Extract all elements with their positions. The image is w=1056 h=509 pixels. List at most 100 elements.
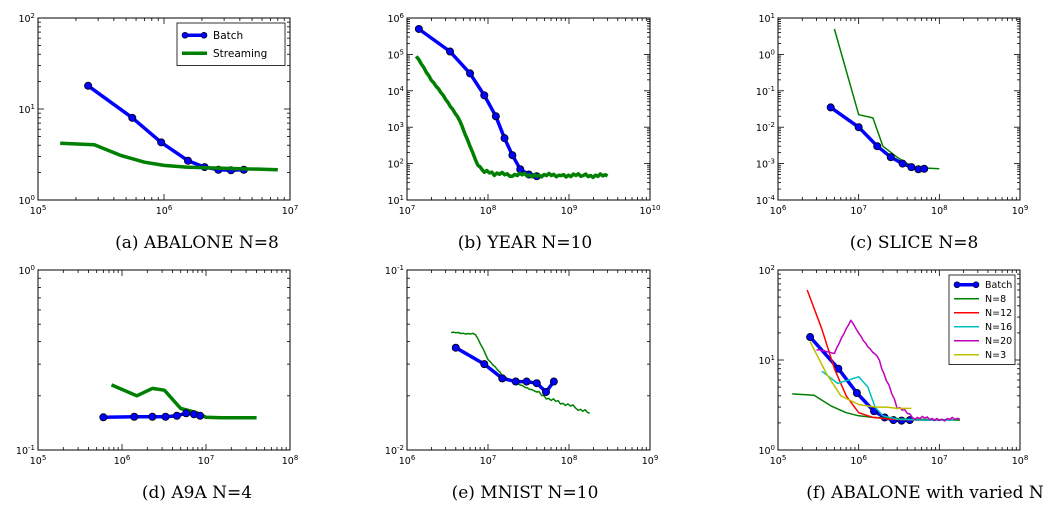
legend-label-f-5: N=3 — [985, 350, 1006, 361]
data-point-c-batch-7 — [920, 164, 929, 173]
data-point-f-batch-2 — [852, 388, 861, 397]
panel-f: 105 106 107 108100101102BatchN=8N=12N=16N=2… — [758, 264, 1028, 467]
x-tick-label-a-0: 105 — [30, 204, 47, 217]
data-point-c-batch-0 — [826, 103, 835, 112]
series-line-c-batch — [829, 105, 925, 171]
ticks-e — [406, 270, 650, 451]
y-tick-label-f-1: 101 — [758, 354, 775, 367]
data-point-b-batch-4 — [491, 112, 500, 121]
legend-f: Batch N=8 N=12 N=16 N=20 N=3 — [948, 274, 1016, 365]
series-line-b-streaming — [414, 55, 609, 180]
legend-label-f-3: N=16 — [985, 322, 1012, 333]
data-point-e-batch-4 — [522, 377, 531, 386]
caption-a: (a) ABALONE N=8 — [115, 233, 279, 253]
data-point-a-batch-0 — [84, 81, 93, 90]
data-point-b-batch-3 — [480, 91, 489, 100]
data-point-a-batch-3 — [183, 156, 192, 165]
series-line-a-streaming — [60, 141, 278, 172]
x-tick-label-e-2: 108 — [561, 454, 578, 467]
data-point-e-batch-7 — [549, 377, 558, 386]
x-tick-label-c-0: 106 — [770, 204, 787, 217]
data-point-e-batch-3 — [511, 377, 520, 386]
x-tick-label-b-0: 107 — [399, 204, 416, 217]
ticks-d — [37, 270, 290, 451]
data-point-b-batch-6 — [508, 151, 517, 160]
caption-f: (f) ABALONE with varied N — [806, 483, 1044, 503]
x-tick-label-e-3: 109 — [642, 454, 659, 467]
legend-a: Batch Streaming — [176, 22, 286, 66]
x-tick-label-b-1: 108 — [480, 204, 497, 217]
data-point-d-batch-5 — [182, 409, 191, 418]
x-tick-label-d-1: 106 — [114, 454, 131, 467]
data-point-e-batch-5 — [532, 379, 541, 388]
y-tick-label-a-2: 102 — [18, 12, 35, 25]
legend-label-f-1: N=8 — [985, 294, 1006, 305]
data-point-d-batch-0 — [99, 413, 108, 422]
data-point-d-batch-1 — [130, 412, 139, 421]
axes-frame-f — [777, 269, 1021, 451]
legend-label-f-0: Batch — [985, 280, 1012, 291]
ticks-c — [777, 18, 1020, 201]
y-tick-label-e-1: 10-1 — [385, 264, 404, 277]
y-tick-label-c-2: 10-2 — [756, 121, 775, 134]
data-point-c-batch-5 — [907, 163, 916, 172]
y-tick-label-b-1: 102 — [387, 158, 404, 171]
ticks-b — [406, 18, 650, 201]
y-tick-label-a-1: 101 — [18, 103, 35, 116]
y-tick-label-d-1: 100 — [18, 264, 35, 277]
x-tick-label-c-1: 107 — [850, 204, 867, 217]
data-point-a-batch-1 — [128, 113, 137, 122]
series-line-b-batch — [417, 27, 538, 178]
series-line-f-n-20 — [816, 319, 961, 422]
x-tick-label-e-1: 107 — [480, 454, 497, 467]
series-line-c-streaming — [833, 28, 940, 170]
data-point-b-batch-2 — [466, 69, 475, 78]
x-tick-label-f-2: 107 — [931, 454, 948, 467]
x-tick-label-b-3: 1010 — [639, 204, 660, 217]
y-tick-label-b-4: 105 — [387, 48, 404, 61]
axes-frame-a — [37, 17, 291, 201]
data-point-b-batch-0 — [414, 24, 423, 33]
y-tick-label-c-4: 100 — [758, 48, 775, 61]
x-tick-label-a-2: 107 — [282, 204, 299, 217]
data-point-e-batch-1 — [480, 360, 489, 369]
data-point-e-batch-2 — [498, 374, 507, 383]
series-line-a-batch — [87, 84, 244, 173]
data-point-b-batch-5 — [500, 134, 509, 143]
data-point-d-batch-2 — [148, 412, 157, 421]
data-point-a-batch-2 — [157, 138, 166, 147]
y-tick-label-c-3: 10-1 — [756, 85, 775, 98]
x-tick-label-f-1: 106 — [850, 454, 867, 467]
data-point-e-batch-0 — [451, 343, 460, 352]
series-line-e-streaming — [450, 331, 590, 414]
x-tick-label-f-3: 108 — [1012, 454, 1029, 467]
y-tick-label-c-1: 10-3 — [756, 158, 775, 171]
x-tick-label-a-1: 106 — [156, 204, 173, 217]
series-line-f-n-16 — [821, 370, 954, 421]
data-point-f-batch-0 — [806, 333, 815, 342]
legend-label-f-4: N=20 — [985, 336, 1012, 347]
caption-e: (e) MNIST N=10 — [451, 483, 599, 503]
data-point-e-batch-6 — [541, 388, 550, 397]
data-point-d-batch-4 — [172, 411, 181, 420]
axes-frame-b — [406, 17, 651, 201]
data-point-c-batch-4 — [898, 159, 907, 168]
data-point-d-batch-3 — [161, 412, 170, 421]
y-tick-label-b-2: 103 — [387, 121, 404, 134]
y-tick-label-f-2: 102 — [758, 264, 775, 277]
caption-c: (c) SLICE N=8 — [849, 233, 979, 253]
axes-frame-d — [37, 269, 291, 451]
x-tick-label-d-2: 107 — [198, 454, 215, 467]
data-point-b-batch-1 — [446, 47, 455, 56]
y-tick-label-b-5: 106 — [387, 12, 404, 25]
x-tick-label-c-2: 108 — [931, 204, 948, 217]
x-tick-label-d-0: 105 — [30, 454, 47, 467]
caption-b: (b) YEAR N=10 — [457, 233, 593, 253]
series-line-f-n-3 — [809, 341, 912, 410]
data-point-c-batch-3 — [886, 153, 895, 162]
